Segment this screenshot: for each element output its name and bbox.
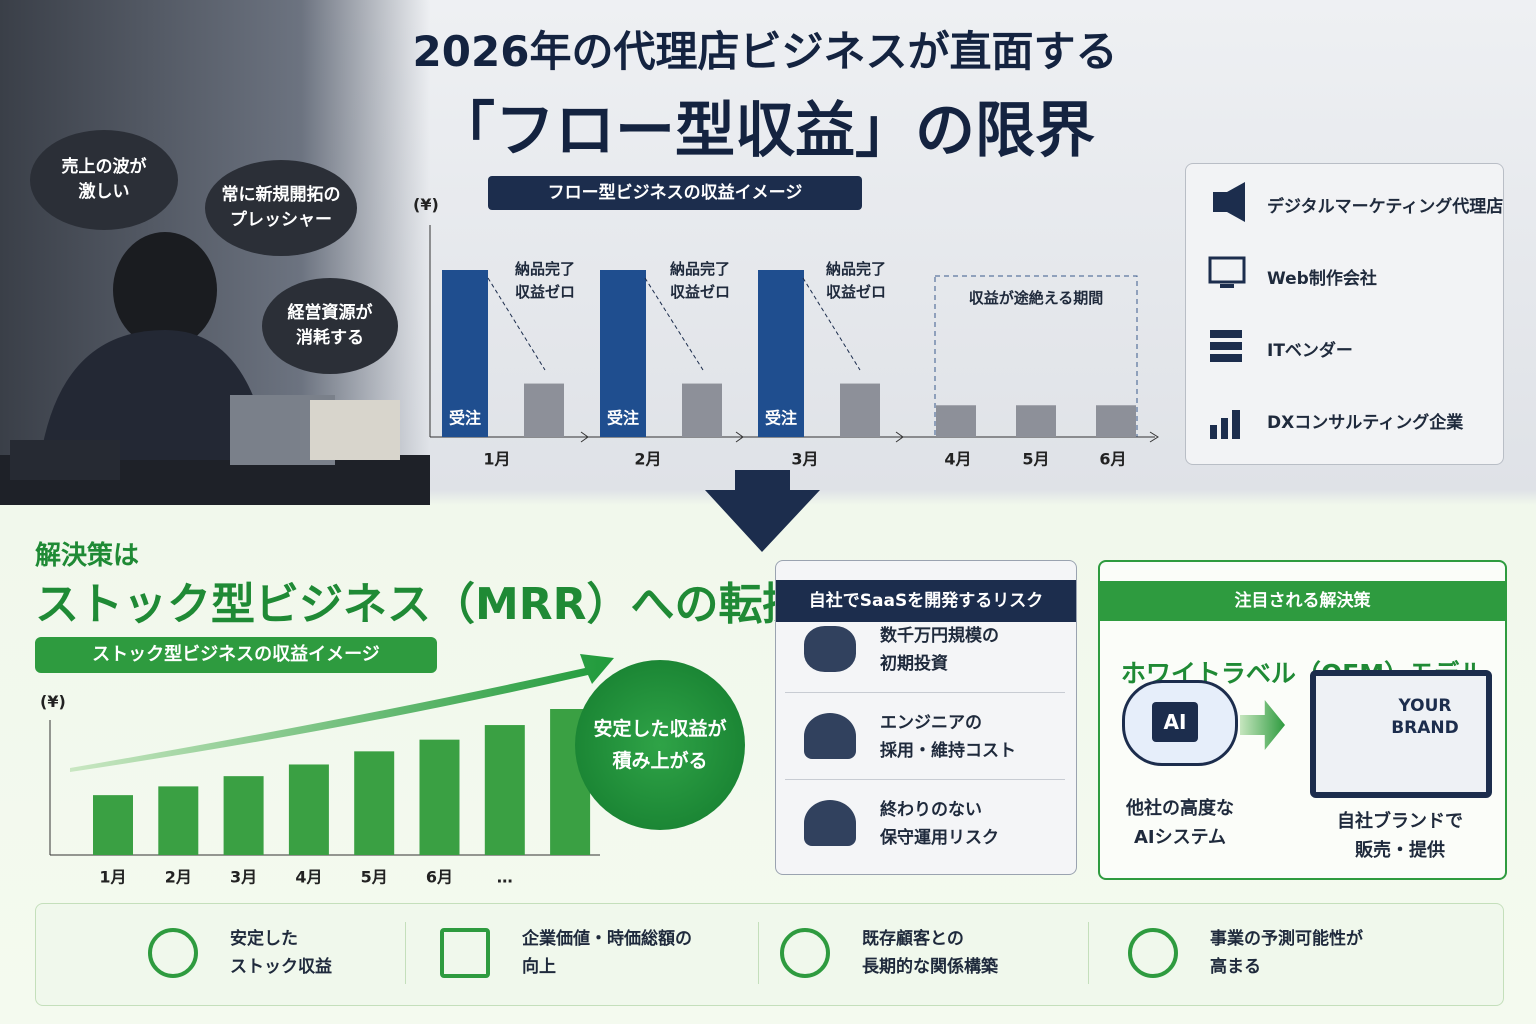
agency-item: ITベンダー xyxy=(1267,341,1353,361)
divider xyxy=(405,922,406,984)
screen-text: YOUR BRAND xyxy=(1391,696,1459,739)
x-tick-label: 6月 xyxy=(426,868,453,887)
x-tick-label: 5月 xyxy=(361,868,388,887)
benefit-item: 事業の予測可能性が 高まる xyxy=(1210,929,1363,978)
bar xyxy=(682,383,722,437)
risk-item: エンジニアの 採用・維持コスト xyxy=(880,713,1016,762)
agency-item: デジタルマーケティング代理店 xyxy=(1267,197,1504,217)
benefit-icon xyxy=(440,928,490,978)
thought-bubble: 売上の波が 激しい xyxy=(30,130,178,230)
benefit-bar xyxy=(35,903,1504,1006)
x-tick-label: 2月 xyxy=(634,450,661,469)
x-tick-label: 4月 xyxy=(295,868,322,887)
benefit-item: 安定した ストック収益 xyxy=(230,929,332,978)
bar xyxy=(419,739,460,855)
risk-item: 数千万円規模の 初期投資 xyxy=(880,626,999,675)
thought-bubble: 経営資源が 消耗する xyxy=(262,278,398,374)
benefit-item: 企業価値・時価総額の 向上 xyxy=(522,929,692,978)
bar xyxy=(93,795,133,855)
bar xyxy=(524,383,564,437)
annotation: 納品完了 収益ゼロ xyxy=(826,260,887,302)
person-illustration xyxy=(0,232,430,505)
bar xyxy=(288,764,329,855)
bar-label: 受注 xyxy=(607,409,639,428)
oem-caption: 他社の高度な AIシステム xyxy=(1126,798,1234,848)
x-tick-label: 2月 xyxy=(165,868,192,887)
risk-item: 終わりのない 保守運用リスク xyxy=(880,800,999,849)
benefit-item: 既存顧客との 長期的な関係構築 xyxy=(862,929,998,978)
x-tick-label: 4月 xyxy=(944,450,971,469)
x-tick-label: 3月 xyxy=(791,450,818,469)
thought-bubble: 常に新規開拓の プレッシャー xyxy=(205,160,357,256)
annotation: 納品完了 収益ゼロ xyxy=(670,260,731,302)
risk-icon xyxy=(804,800,856,846)
title-line2: 「フロー型収益」の限界 xyxy=(435,96,1095,166)
y-label: (¥) xyxy=(40,692,66,711)
x-tick-label: 6月 xyxy=(1099,450,1126,469)
bar xyxy=(1016,405,1056,437)
bar-label: 受注 xyxy=(449,409,481,428)
x-tick-label: 1月 xyxy=(483,450,510,469)
x-tick-label: 3月 xyxy=(230,868,257,887)
divider xyxy=(1088,922,1089,984)
y-label: (¥) xyxy=(413,195,439,214)
stock-chart-title: ストック型ビジネスの収益イメージ xyxy=(35,637,437,673)
x-tick-label: 1月 xyxy=(99,868,126,887)
axis-tick xyxy=(580,431,589,443)
risk-icon xyxy=(804,713,856,759)
bar xyxy=(758,270,804,437)
annotation: 収益が途絶える期間 xyxy=(968,289,1104,307)
benefit-icon xyxy=(780,928,830,978)
axis-tick xyxy=(895,431,904,443)
divider xyxy=(758,922,759,984)
agency-item: DXコンサルティング企業 xyxy=(1267,413,1464,433)
ai-icon: AI xyxy=(1152,702,1198,742)
solution-headline: ストック型ビジネス（MRR）への転換 xyxy=(35,579,807,630)
bar xyxy=(223,776,264,855)
bar xyxy=(936,405,976,437)
oem-title: 注目される解決策 xyxy=(1100,581,1505,621)
stock-annotation: 安定した収益が 積み上がる xyxy=(575,660,745,830)
solution-lead: 解決策は xyxy=(35,541,140,571)
risk-title: 自社でSaaSを開発するリスク xyxy=(776,580,1076,622)
title-line1: 2026年の代理店ビジネスが直面する xyxy=(412,27,1118,76)
benefit-icon xyxy=(1128,928,1178,978)
bar xyxy=(354,751,395,855)
bar xyxy=(484,725,525,855)
bar xyxy=(1096,405,1136,437)
x-tick-label: … xyxy=(497,868,513,887)
risk-icon xyxy=(804,626,856,672)
annotation: 納品完了 収益ゼロ xyxy=(515,260,576,302)
oem-caption: 自社ブランドで 販売・提供 xyxy=(1337,811,1463,861)
axis-tick xyxy=(735,431,744,443)
x-tick-label: 5月 xyxy=(1022,450,1049,469)
bar xyxy=(442,270,488,437)
bar xyxy=(840,383,880,437)
monitor xyxy=(1310,670,1492,798)
divider xyxy=(785,779,1065,780)
divider xyxy=(785,692,1065,693)
benefit-icon xyxy=(148,928,198,978)
bar xyxy=(158,786,199,855)
bar xyxy=(600,270,646,437)
flow-chart-title: フロー型ビジネスの収益イメージ xyxy=(488,176,862,210)
bar-label: 受注 xyxy=(765,409,797,428)
agency-item: Web制作会社 xyxy=(1267,269,1377,289)
